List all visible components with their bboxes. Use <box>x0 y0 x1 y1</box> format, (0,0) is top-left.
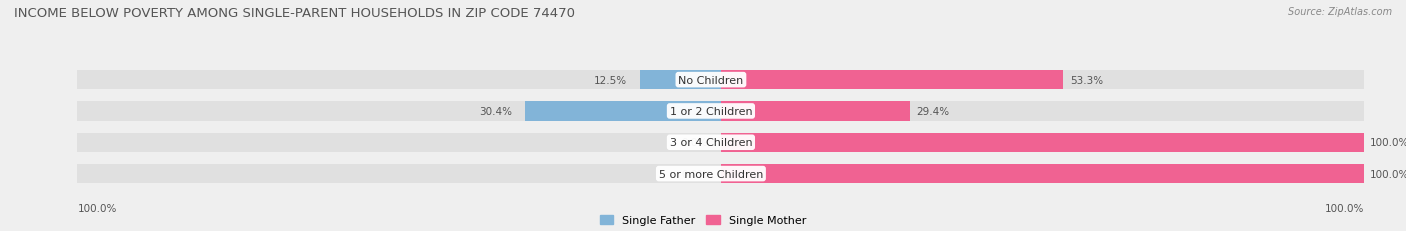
Bar <box>77 71 720 90</box>
Text: No Children: No Children <box>678 75 744 85</box>
Bar <box>720 133 1364 152</box>
Legend: Single Father, Single Mother: Single Father, Single Mother <box>600 215 806 225</box>
Bar <box>720 71 1063 90</box>
Text: Source: ZipAtlas.com: Source: ZipAtlas.com <box>1288 7 1392 17</box>
Text: 0.0%: 0.0% <box>682 169 707 179</box>
Text: 3 or 4 Children: 3 or 4 Children <box>669 138 752 148</box>
Text: 29.4%: 29.4% <box>917 106 949 116</box>
Bar <box>77 102 720 121</box>
Bar <box>720 164 1364 183</box>
Text: 100.0%: 100.0% <box>77 203 117 213</box>
Bar <box>720 133 1364 152</box>
Text: 5 or more Children: 5 or more Children <box>659 169 763 179</box>
Bar <box>77 164 720 183</box>
Text: 0.0%: 0.0% <box>682 138 707 148</box>
Text: 12.5%: 12.5% <box>595 75 627 85</box>
Bar <box>720 164 1364 183</box>
Bar <box>720 102 910 121</box>
Bar <box>77 133 720 152</box>
Text: 100.0%: 100.0% <box>1371 169 1406 179</box>
Text: 1 or 2 Children: 1 or 2 Children <box>669 106 752 116</box>
Text: INCOME BELOW POVERTY AMONG SINGLE-PARENT HOUSEHOLDS IN ZIP CODE 74470: INCOME BELOW POVERTY AMONG SINGLE-PARENT… <box>14 7 575 20</box>
Bar <box>720 71 1364 90</box>
Text: 53.3%: 53.3% <box>1070 75 1102 85</box>
Bar <box>720 102 1364 121</box>
Text: 100.0%: 100.0% <box>1324 203 1364 213</box>
Bar <box>640 71 720 90</box>
Bar <box>524 102 720 121</box>
Text: 100.0%: 100.0% <box>1371 138 1406 148</box>
Text: 30.4%: 30.4% <box>479 106 512 116</box>
